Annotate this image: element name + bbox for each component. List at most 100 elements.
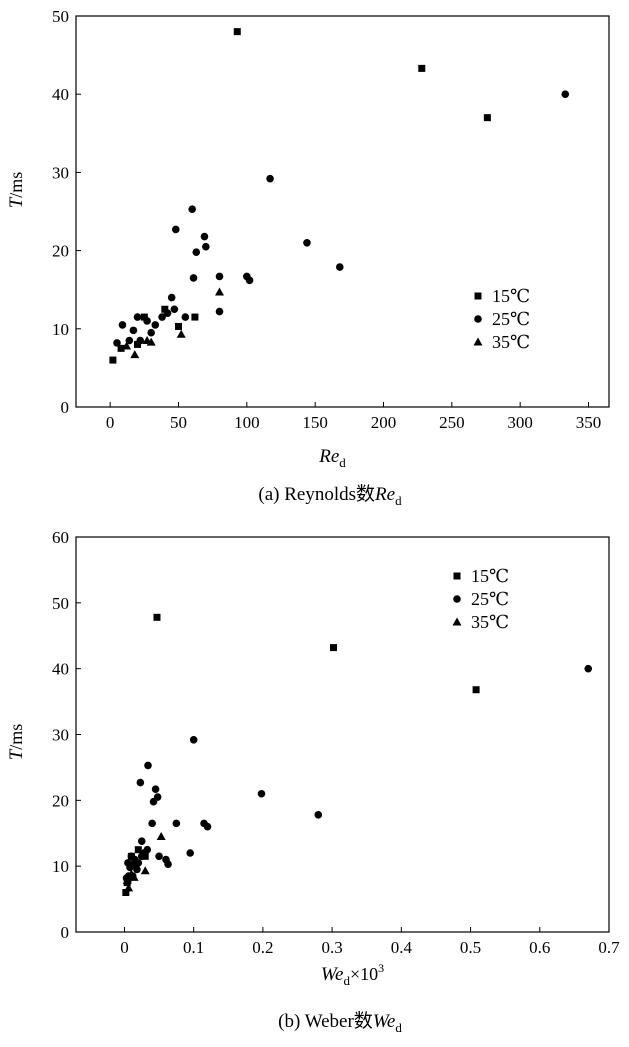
x-tick-label: 100 <box>234 413 260 432</box>
data-point-circle <box>143 845 152 854</box>
legend-label: 25℃ <box>492 309 530 329</box>
data-point-circle <box>215 307 224 316</box>
y-tick-label: 50 <box>52 594 69 613</box>
data-point-circle <box>129 326 138 335</box>
data-point-circle <box>203 822 212 831</box>
legend-marker-square <box>453 572 461 580</box>
data-point-circle <box>134 859 143 867</box>
data-point-square <box>134 846 142 854</box>
data-point-square <box>483 114 491 122</box>
data-point-circle <box>113 339 121 347</box>
data-point-circle <box>172 819 181 828</box>
data-point-circle <box>584 664 593 673</box>
data-point-circle <box>266 174 274 183</box>
data-point-square <box>330 644 338 652</box>
data-point-circle <box>188 205 196 213</box>
panel-b-weber: 0 0.1 0.2 0.3 0.4 0.5 0.6 0.7 0 10 20 30 40 50 60 T/ms W… <box>6 528 620 988</box>
data-point-circle <box>147 328 155 337</box>
data-point-square <box>233 28 241 36</box>
data-point-triangle <box>142 336 152 345</box>
data-point-triangle <box>130 350 140 359</box>
x-tick-label: 0.4 <box>391 938 413 957</box>
data-point-circle <box>561 90 570 98</box>
x-tick-label: 0.7 <box>598 938 620 957</box>
data-point-square <box>140 313 148 321</box>
legend-label: 35℃ <box>492 332 530 352</box>
data-point-square <box>191 313 199 321</box>
x-tick-label: 150 <box>302 413 328 432</box>
legend-marker-circle <box>474 315 482 323</box>
y-tick-label: 40 <box>52 85 69 104</box>
data-point-circle <box>136 778 145 787</box>
legend-label: 35℃ <box>471 612 509 632</box>
data-point-circle <box>186 849 195 857</box>
data-point-circle <box>314 811 323 819</box>
data-point-circle <box>215 272 224 281</box>
legend-marker-triangle <box>452 617 462 626</box>
x-tick-label: 300 <box>507 413 533 432</box>
data-point-circle <box>136 336 145 345</box>
data-point-circle <box>148 819 156 828</box>
data-point-circle <box>126 863 134 872</box>
data-point-circle <box>144 761 152 770</box>
panel-a-reynolds: 0 50 100 150 200 250 300 350 0 10 20 30 40 50 T/ms Red 1… <box>6 7 610 470</box>
y-tick-label: 20 <box>52 791 69 810</box>
x-tick-label: 200 <box>371 413 397 432</box>
data-point-triangle <box>124 883 134 892</box>
x-tick-label: 0 <box>120 938 129 957</box>
data-point-circle <box>303 238 311 247</box>
data-point-square <box>117 344 125 352</box>
legend-marker-square <box>474 292 482 300</box>
legend-label: 25℃ <box>471 589 509 609</box>
y-tick-label: 20 <box>52 242 69 261</box>
data-point-circle <box>151 785 160 793</box>
data-point-circle <box>257 789 266 798</box>
y-tick-label: 30 <box>52 726 69 745</box>
plot-frame <box>75 536 610 933</box>
x-tick-label: 0 <box>106 413 115 432</box>
x-tick-label: 350 <box>576 413 602 432</box>
data-point-circle <box>189 274 198 282</box>
data-point-circle <box>189 735 198 744</box>
data-point-square <box>418 64 426 72</box>
data-point-circle <box>200 232 209 241</box>
data-point-triangle <box>126 869 136 878</box>
y-axis-title: T/ms <box>6 172 27 209</box>
data-point-triangle <box>215 287 224 296</box>
data-point-circle <box>137 837 146 845</box>
y-tick-label: 40 <box>52 660 69 679</box>
legend-marker-triangle <box>473 337 483 346</box>
data-point-circle <box>164 860 172 868</box>
data-point-square <box>175 322 182 330</box>
y-tick-label: 50 <box>52 7 69 26</box>
data-point-circle <box>202 242 210 251</box>
x-axis-title: Red <box>318 446 346 470</box>
data-point-circle <box>192 248 201 256</box>
data-point-triangle <box>122 876 132 885</box>
data-point-circle <box>170 305 179 314</box>
y-tick-label: 0 <box>61 923 70 942</box>
data-point-circle <box>335 263 344 271</box>
x-tick-label: 250 <box>439 413 465 432</box>
data-point-triangle <box>156 832 166 841</box>
data-point-triangle <box>122 341 132 350</box>
data-point-circle <box>158 313 166 321</box>
data-point-circle <box>181 313 190 321</box>
data-point-circle <box>125 336 134 345</box>
data-point-circle <box>155 852 163 861</box>
x-tick-label: 0.1 <box>183 938 204 957</box>
data-point-square <box>122 889 130 896</box>
data-point-circle <box>133 313 142 321</box>
data-point-circle <box>153 793 162 801</box>
x-tick-label: 0.3 <box>321 938 342 957</box>
data-point-square <box>153 613 161 621</box>
data-point-circle <box>163 309 172 317</box>
data-point-square <box>472 686 480 694</box>
data-point-square <box>134 340 141 348</box>
data-point-triangle <box>140 866 150 875</box>
data-point-circle <box>118 321 127 329</box>
data-point-square <box>109 356 117 364</box>
legend-marker-circle <box>453 595 461 603</box>
x-tick-label: 0.6 <box>529 938 550 957</box>
x-tick-label: 0.2 <box>252 938 273 957</box>
